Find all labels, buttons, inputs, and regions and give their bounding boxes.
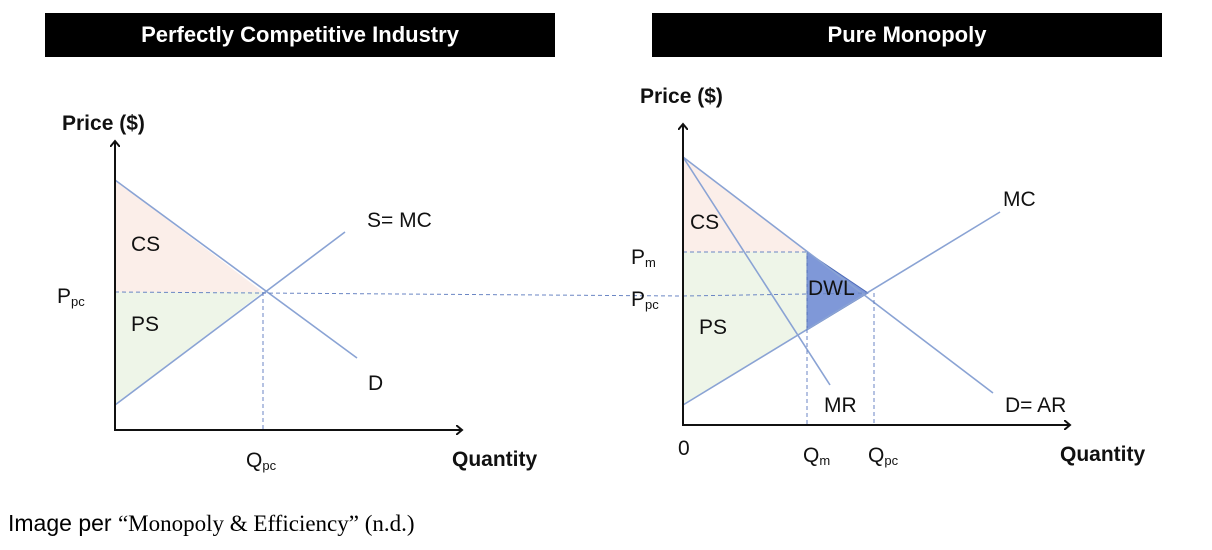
left-supply-curve [114,231,346,406]
caption-prefix: Image per [8,510,118,536]
right-x-axis-label: Quantity [1060,443,1145,466]
right-ps-area [683,252,807,405]
right-panel: Price ($) Quantity CS PS DWL MC MR D= AR… [631,85,1145,468]
right-mc-curve [682,211,1001,406]
caption-citation: “Monopoly & Efficiency” (n.d.) [117,511,415,536]
right-panel-title: Pure Monopoly [652,13,1162,57]
right-ps-label: PS [699,316,727,339]
right-qm-label: Qm [803,444,830,468]
left-x-axis-label: Quantity [452,448,537,471]
right-origin-label: 0 [678,437,690,460]
right-demand-curve [682,156,994,394]
left-panel: Price ($) Quantity CS PS S= MC D Ppc Qpc [57,112,684,473]
right-pm-main: P [631,246,645,269]
left-y-axis-label: Price ($) [62,112,145,135]
right-ppc-dashed-line [682,292,869,297]
right-qpc-sub: pc [884,453,898,468]
left-price-dashed-line [114,291,684,297]
right-ppc-main: P [631,288,645,311]
right-qpc-label: Qpc [868,444,899,468]
left-price-label: Ppc [57,285,85,309]
left-price-sub: pc [71,294,85,309]
right-y-axis-label: Price ($) [640,85,723,108]
left-ps-label: PS [131,313,159,336]
right-ppc-sub: pc [645,297,659,312]
image-caption: Image per “Monopoly & Efficiency” (n.d.) [8,510,415,537]
left-quantity-main: Q [246,449,262,472]
right-pm-label: Pm [631,246,656,270]
right-dwl-label: DWL [808,277,855,300]
right-mr-curve [682,156,831,386]
left-quantity-sub: pc [262,458,276,473]
left-panel-title: Perfectly Competitive Industry [45,13,555,57]
right-pm-sub: m [645,255,656,270]
left-quantity-label: Qpc [246,449,277,473]
left-demand-label: D [368,372,383,395]
right-cs-label: CS [690,211,719,234]
left-demand-curve [114,179,358,359]
right-qm-main: Q [803,444,819,467]
right-demand-label: D= AR [1005,394,1066,417]
right-mc-label: MC [1003,188,1036,211]
left-price-main: P [57,285,71,308]
right-qm-sub: m [819,453,830,468]
left-supply-label: S= MC [367,209,432,232]
right-qpc-main: Q [868,444,884,467]
right-ppc-label: Ppc [631,288,659,312]
left-cs-label: CS [131,233,160,256]
right-mr-label: MR [824,394,857,417]
